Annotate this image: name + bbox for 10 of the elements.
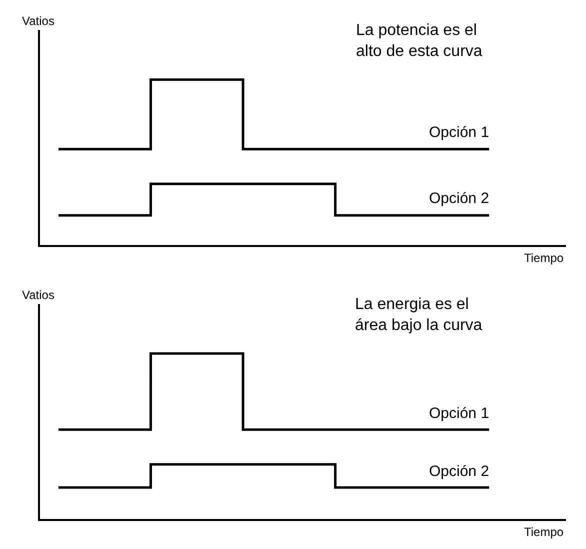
series-label: Opción 1 (429, 124, 490, 141)
x-axis-title: Tiempo (524, 251, 564, 265)
y-axis-title: Vatios (22, 288, 54, 302)
x-axis-title: Tiempo (524, 525, 564, 539)
text: La energia es el área bajo la curva (355, 296, 482, 334)
series-label: Opción 2 (429, 190, 490, 207)
series-label: Opción 1 (429, 405, 490, 422)
y-axis-title: Vatios (22, 14, 54, 28)
series-label: Opción 2 (429, 463, 490, 480)
text: La potencia es el alto de esta curva (356, 22, 482, 60)
